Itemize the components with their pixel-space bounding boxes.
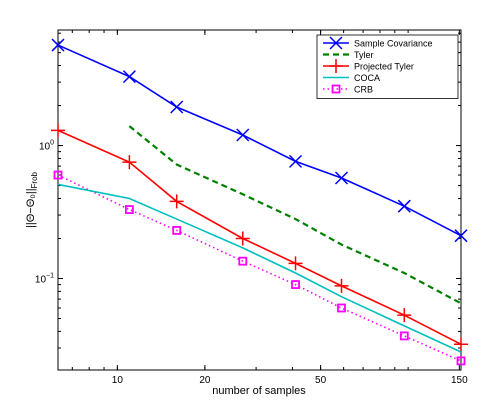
series-line-coca xyxy=(57,183,462,353)
series-line-projected-tyler xyxy=(57,129,462,346)
data-point-crb xyxy=(124,205,134,214)
data-point-sample-covariance xyxy=(236,128,250,142)
legend-marker-crb xyxy=(331,84,341,94)
data-point-sample-covariance xyxy=(334,171,349,185)
x-tick-label: 10 xyxy=(112,375,124,386)
legend-item-sample-covariance: Sample Covariance xyxy=(323,36,433,50)
data-point-projected-tyler xyxy=(288,256,303,271)
data-point-sample-covariance xyxy=(51,38,65,52)
series-sample-covariance xyxy=(51,38,468,243)
legend-label-crb: CRB xyxy=(354,85,373,95)
y-tick-label: 10−1 xyxy=(35,273,54,286)
legend-label-projected-tyler: Projected Tyler xyxy=(354,62,414,72)
series-coca xyxy=(57,183,462,353)
series-layer xyxy=(51,38,468,366)
data-point-sample-covariance xyxy=(122,70,136,84)
data-point-sample-covariance xyxy=(289,154,303,168)
data-point-crb xyxy=(172,226,182,235)
data-point-crb xyxy=(456,356,466,366)
data-point-crb xyxy=(238,256,248,266)
data-point-projected-tyler xyxy=(169,194,184,209)
y-axis-label-main: ||Θ−Θ₀|| xyxy=(25,188,37,228)
data-point-sample-covariance xyxy=(397,199,411,213)
legend-marker-projected-tyler xyxy=(329,59,343,73)
legend-item-tyler: Tyler xyxy=(323,50,374,60)
legend-marker-sample-covariance xyxy=(329,36,343,50)
y-axis-label: ||Θ−Θ₀||Frob xyxy=(25,171,39,228)
series-line-crb xyxy=(57,174,462,362)
data-point-crb xyxy=(291,280,300,289)
x-axis-label: number of samples xyxy=(212,385,306,397)
data-point-crb xyxy=(53,170,63,180)
data-point-sample-covariance xyxy=(170,100,184,114)
y-tick-label: 100 xyxy=(39,140,54,153)
y-tick-label-base: 10 xyxy=(35,275,47,286)
data-point-crb xyxy=(399,331,409,341)
x-tick-label: 150 xyxy=(451,375,468,386)
y-axis-label-subscript: Frob xyxy=(30,171,39,188)
series-line-tyler xyxy=(128,125,462,305)
series-line-sample-covariance xyxy=(57,44,462,237)
y-tick-label-base: 10 xyxy=(39,142,51,153)
legend-label-tyler: Tyler xyxy=(354,50,374,60)
series-tyler xyxy=(128,125,462,305)
legend-item-projected-tyler: Projected Tyler xyxy=(323,59,414,73)
legend-item-coca: COCA xyxy=(323,73,380,83)
series-projected-tyler xyxy=(51,123,468,352)
series-crb xyxy=(53,170,466,366)
data-point-projected-tyler xyxy=(334,278,349,293)
data-point-projected-tyler xyxy=(397,308,412,323)
data-point-sample-covariance xyxy=(454,229,468,243)
data-point-crb xyxy=(337,303,346,313)
data-point-projected-tyler xyxy=(235,231,250,246)
data-point-projected-tyler xyxy=(454,337,468,352)
x-tick-label: 20 xyxy=(199,375,211,386)
legend-label-coca: COCA xyxy=(354,73,380,83)
y-tick-label-exponent: 0 xyxy=(50,140,54,147)
x-tick-label: 50 xyxy=(315,375,327,386)
data-point-projected-tyler xyxy=(51,123,65,138)
y-tick-label-exponent: −1 xyxy=(46,273,54,280)
legend-item-crb: CRB xyxy=(323,85,373,95)
data-point-projected-tyler xyxy=(122,155,137,170)
legend-label-sample-covariance: Sample Covariance xyxy=(354,39,433,49)
